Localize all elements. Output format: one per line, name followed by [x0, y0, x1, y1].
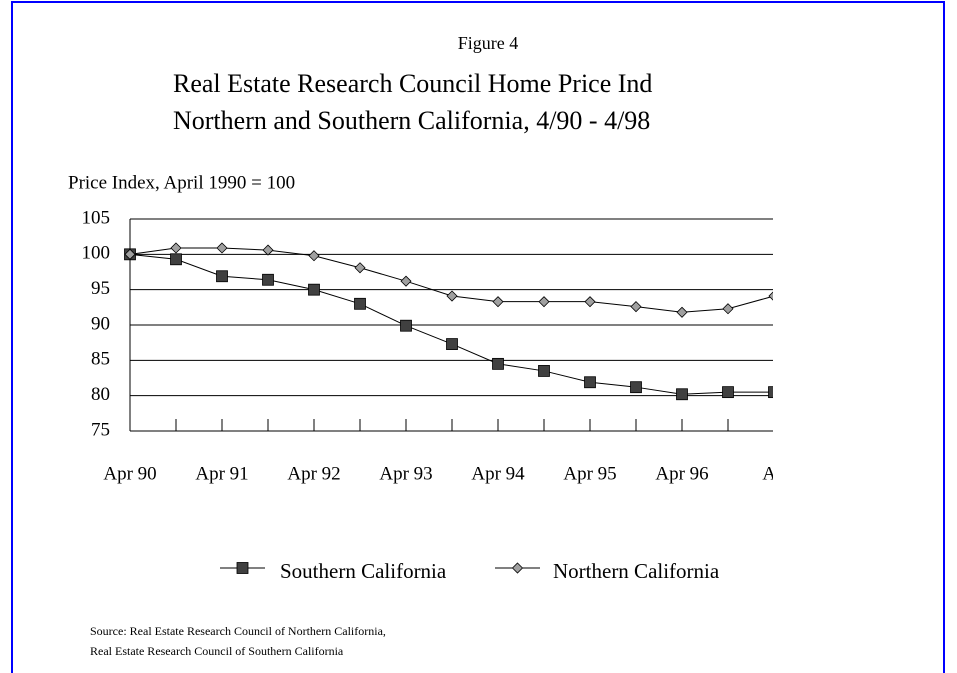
y-tick-label: 80 — [91, 384, 110, 405]
marker — [354, 297, 366, 310]
legend-label: Northern California — [553, 559, 720, 583]
x-tick-label: Apr 96 — [655, 463, 708, 484]
x-tick-label: Apr 93 — [379, 463, 432, 484]
y-tick-label: 95 — [91, 278, 110, 299]
marker — [676, 306, 688, 318]
marker — [170, 242, 182, 254]
marker — [584, 376, 596, 389]
marker — [722, 386, 734, 399]
marker — [630, 381, 642, 394]
source: Source: Real Estate Research Council of … — [90, 624, 386, 638]
frame — [11, 1, 945, 673]
marker — [262, 273, 274, 286]
marker — [308, 250, 320, 262]
marker — [216, 242, 228, 254]
y-tick-label: 85 — [91, 349, 110, 370]
marker — [400, 319, 412, 332]
y-tick-label: 75 — [91, 419, 110, 440]
marker — [584, 296, 596, 308]
y-tick-label: 90 — [91, 313, 110, 334]
figure-label: Figure 4 — [458, 33, 519, 53]
marker — [768, 386, 773, 399]
marker — [768, 291, 773, 301]
marker — [170, 253, 182, 266]
marker — [722, 303, 734, 315]
marker — [492, 357, 504, 370]
marker — [216, 270, 228, 283]
x-tick-label: Apr 92 — [287, 463, 340, 484]
marker — [308, 283, 320, 296]
plot: Apr 90 Apr 91 Apr 92 Apr 93 Apr 94 Apr 95 Apr … — [103, 218, 785, 484]
marker — [446, 290, 458, 302]
y-tick-label: 105 — [82, 207, 111, 228]
marker — [236, 562, 249, 574]
marker — [262, 244, 274, 256]
y-tick-label: 100 — [82, 243, 111, 264]
x-tick-label: Apr 94 — [471, 463, 525, 484]
x-tick-label: Apr 95 — [563, 463, 616, 484]
chart-subtitle: Northern and Southern California, 4/90 -… — [173, 106, 650, 135]
source: Real Estate Research Council of Southern… — [90, 644, 344, 658]
marker — [630, 301, 642, 313]
chart-title: Real Estate Research Council Home Price … — [173, 69, 652, 98]
marker — [538, 296, 550, 308]
legend-label: Southern California — [280, 559, 447, 583]
marker — [400, 275, 412, 287]
marker — [492, 296, 504, 308]
x-tick-label: Apr 91 — [195, 463, 248, 484]
y-axis-label: Price Index, April 1990 = 100 — [68, 172, 295, 193]
legend: Southern California Northern California — [220, 559, 720, 583]
marker — [538, 365, 550, 377]
marker — [446, 338, 458, 350]
marker — [676, 388, 688, 401]
x-tick-label: Apr 90 — [103, 463, 156, 484]
x-tick-label: Ap — [762, 463, 785, 484]
marker — [354, 262, 366, 274]
marker — [511, 562, 524, 574]
marker — [124, 248, 136, 260]
